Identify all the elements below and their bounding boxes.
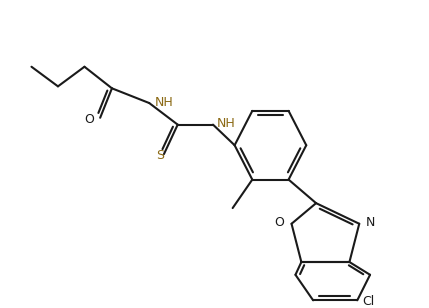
Text: S: S [156, 148, 164, 162]
Text: NH: NH [155, 95, 174, 108]
Text: O: O [85, 113, 94, 126]
Text: O: O [274, 216, 284, 229]
Text: N: N [366, 216, 375, 229]
Text: Cl: Cl [362, 295, 375, 308]
Text: NH: NH [217, 117, 236, 130]
